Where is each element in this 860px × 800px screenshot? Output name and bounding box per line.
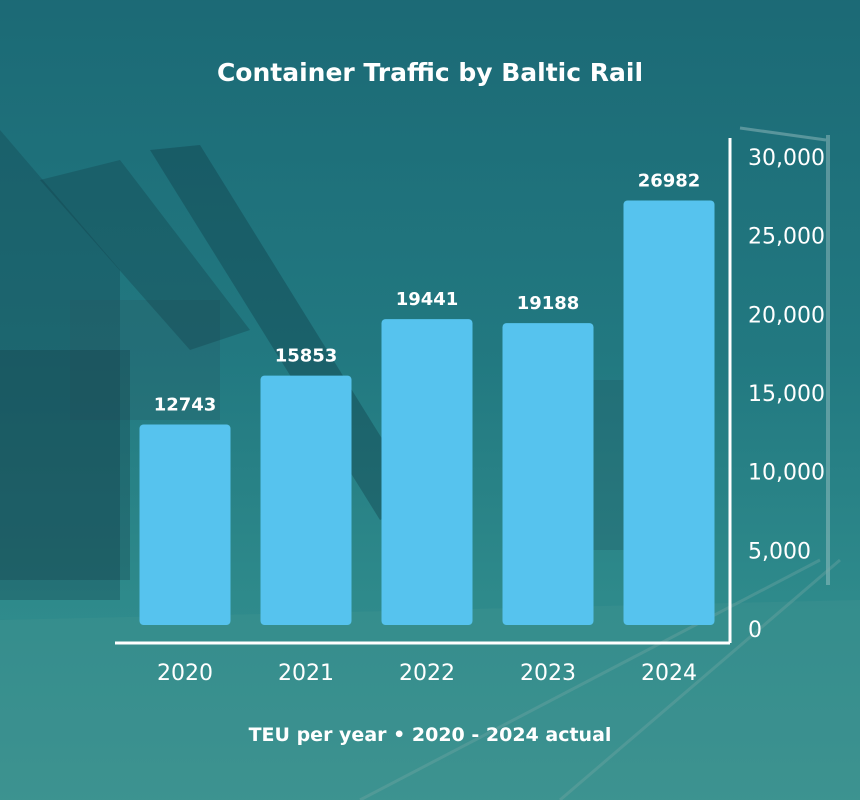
x-tick-label-2022: 2022 (399, 661, 455, 686)
x-tick-label-2023: 2023 (520, 661, 576, 686)
data-label-2021: 15853 (275, 346, 338, 367)
data-label-2023: 19188 (517, 293, 580, 314)
chart-subtitle: TEU per year • 2020 - 2024 actual (248, 724, 612, 746)
y-tick-label: 25,000 (748, 225, 825, 250)
bar-2021 (260, 375, 352, 625)
x-tick-label-2020: 2020 (157, 661, 213, 686)
data-label-2020: 12743 (154, 395, 217, 416)
bar-2024 (623, 200, 715, 625)
y-tick-label: 0 (748, 618, 762, 643)
y-tick-label: 10,000 (748, 461, 825, 486)
chart-title: Container Traffic by Baltic Rail (216, 58, 644, 87)
y-tick-label: 30,000 (748, 146, 825, 171)
bar-2023 (502, 323, 594, 625)
data-label-2022: 19441 (396, 289, 459, 310)
y-tick-label: 15,000 (748, 382, 825, 407)
bar-2022 (381, 319, 473, 625)
x-tick-label-2024: 2024 (641, 661, 697, 686)
y-tick-label: 20,000 (748, 303, 825, 328)
data-label-2024: 26982 (638, 170, 701, 191)
bar-2020 (139, 424, 231, 625)
y-tick-label: 5,000 (748, 539, 811, 564)
x-tick-label-2021: 2021 (278, 661, 334, 686)
